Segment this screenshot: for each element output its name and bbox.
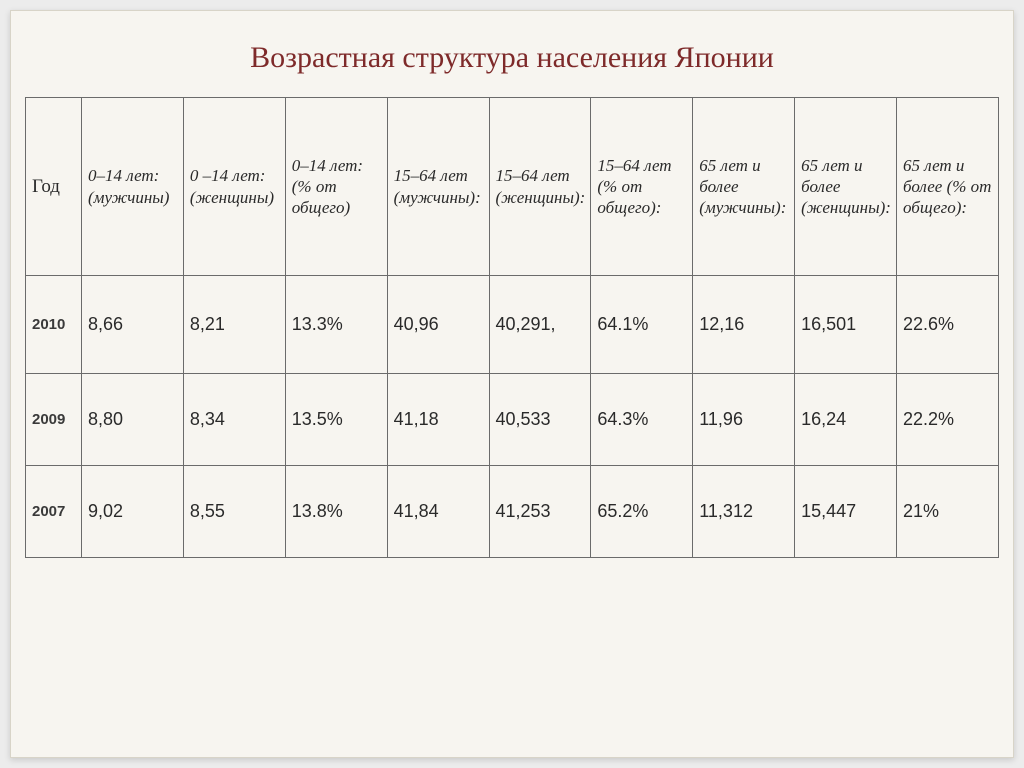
cell: 11,96 [693, 374, 795, 466]
cell: 41,253 [489, 466, 591, 558]
cell: 8,55 [183, 466, 285, 558]
cell: 64.1% [591, 276, 693, 374]
cell: 22.2% [897, 374, 999, 466]
cell: 12,16 [693, 276, 795, 374]
cell: 9,02 [82, 466, 184, 558]
cell: 41,84 [387, 466, 489, 558]
cell: 22.6% [897, 276, 999, 374]
cell: 16,24 [795, 374, 897, 466]
col-header-0-14-f: 0 –14 лет: (женщины) [183, 98, 285, 276]
cell: 15,447 [795, 466, 897, 558]
cell: 8,80 [82, 374, 184, 466]
table-header-row: Год 0–14 лет: (мужчины) 0 –14 лет: (женщ… [26, 98, 999, 276]
cell: 21% [897, 466, 999, 558]
cell-year: 2010 [26, 276, 82, 374]
col-header-15-64-m: 15–64 лет (мужчины): [387, 98, 489, 276]
table-row: 2007 9,02 8,55 13.8% 41,84 41,253 65.2% … [26, 466, 999, 558]
cell: 40,96 [387, 276, 489, 374]
cell: 64.3% [591, 374, 693, 466]
col-header-0-14-m: 0–14 лет: (мужчины) [82, 98, 184, 276]
cell: 16,501 [795, 276, 897, 374]
cell: 13.3% [285, 276, 387, 374]
cell: 40,291, [489, 276, 591, 374]
population-table: Год 0–14 лет: (мужчины) 0 –14 лет: (женщ… [25, 97, 999, 558]
col-header-65-f: 65 лет и более (женщины): [795, 98, 897, 276]
cell: 41,18 [387, 374, 489, 466]
cell: 8,21 [183, 276, 285, 374]
slide: Возрастная структура населения Японии Го… [10, 10, 1014, 758]
cell: 11,312 [693, 466, 795, 558]
cell: 8,66 [82, 276, 184, 374]
cell-year: 2009 [26, 374, 82, 466]
page-title: Возрастная структура населения Японии [25, 41, 999, 75]
cell: 65.2% [591, 466, 693, 558]
col-header-65-m: 65 лет и более (мужчины): [693, 98, 795, 276]
col-header-15-64-p: 15–64 лет (% от общего): [591, 98, 693, 276]
cell-year: 2007 [26, 466, 82, 558]
table-row: 2009 8,80 8,34 13.5% 41,18 40,533 64.3% … [26, 374, 999, 466]
cell: 8,34 [183, 374, 285, 466]
col-header-0-14-p: 0–14 лет: (% от общего) [285, 98, 387, 276]
table-row: 2010 8,66 8,21 13.3% 40,96 40,291, 64.1%… [26, 276, 999, 374]
cell: 13.8% [285, 466, 387, 558]
col-header-65-p: 65 лет и более (% от общего): [897, 98, 999, 276]
col-header-15-64-f: 15–64 лет (женщины): [489, 98, 591, 276]
cell: 13.5% [285, 374, 387, 466]
col-header-year: Год [26, 98, 82, 276]
cell: 40,533 [489, 374, 591, 466]
